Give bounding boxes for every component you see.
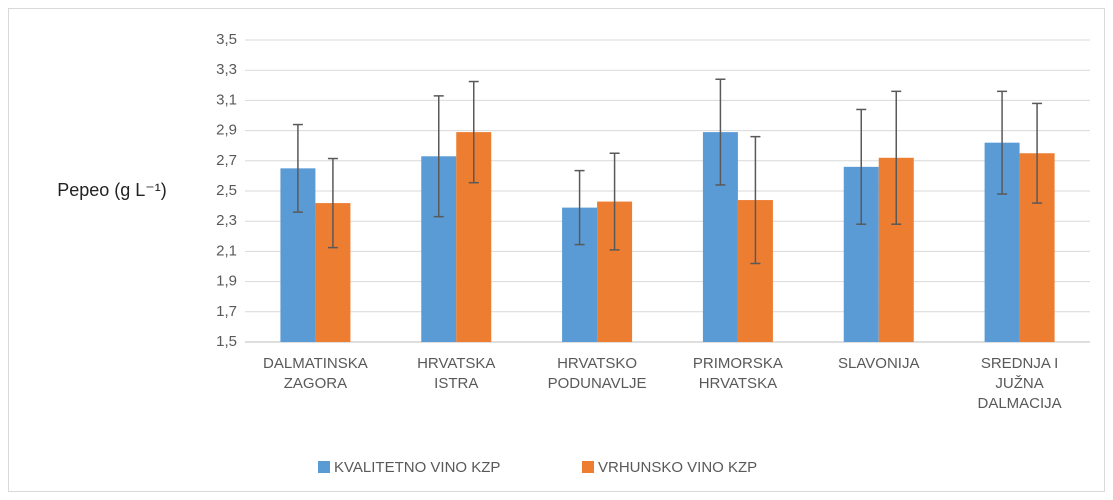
x-tick-label: DALMATINSKA ZAGORA: [263, 355, 368, 392]
y-tick-label: 2,3: [216, 212, 237, 229]
y-tick-label: 2,1: [216, 242, 237, 259]
y-tick-label: 1,9: [216, 273, 237, 290]
legend-swatch: [582, 461, 594, 473]
y-tick-label: 2,9: [216, 122, 237, 139]
y-tick-label: 3,1: [216, 91, 237, 108]
x-tick-label: HRVATSKO PODUNAVLJE: [547, 355, 647, 392]
legend-swatch: [318, 461, 330, 473]
legend-label: VRHUNSKO VINO KZP: [598, 459, 757, 476]
y-tick-label: 3,5: [216, 31, 237, 48]
chart-border: [8, 8, 1105, 492]
y-tick-label: 2,5: [216, 182, 237, 199]
x-tick-label: SREDNJA I JUŽNA DALMACIJA: [977, 355, 1062, 412]
y-tick-label: 3,3: [216, 61, 237, 78]
y-axis-label: Pepeo (g L⁻¹): [57, 180, 167, 200]
y-tick-label: 1,7: [216, 303, 237, 320]
x-tick-label: SLAVONIJA: [838, 355, 920, 372]
x-tick-label: HRVATSKA ISTRA: [417, 355, 496, 392]
y-tick-label: 1,5: [216, 333, 237, 350]
x-tick-label: PRIMORSKA HRVATSKA: [692, 355, 783, 392]
y-tick-label: 2,7: [216, 152, 237, 169]
legend-label: KVALITETNO VINO KZP: [334, 459, 500, 476]
